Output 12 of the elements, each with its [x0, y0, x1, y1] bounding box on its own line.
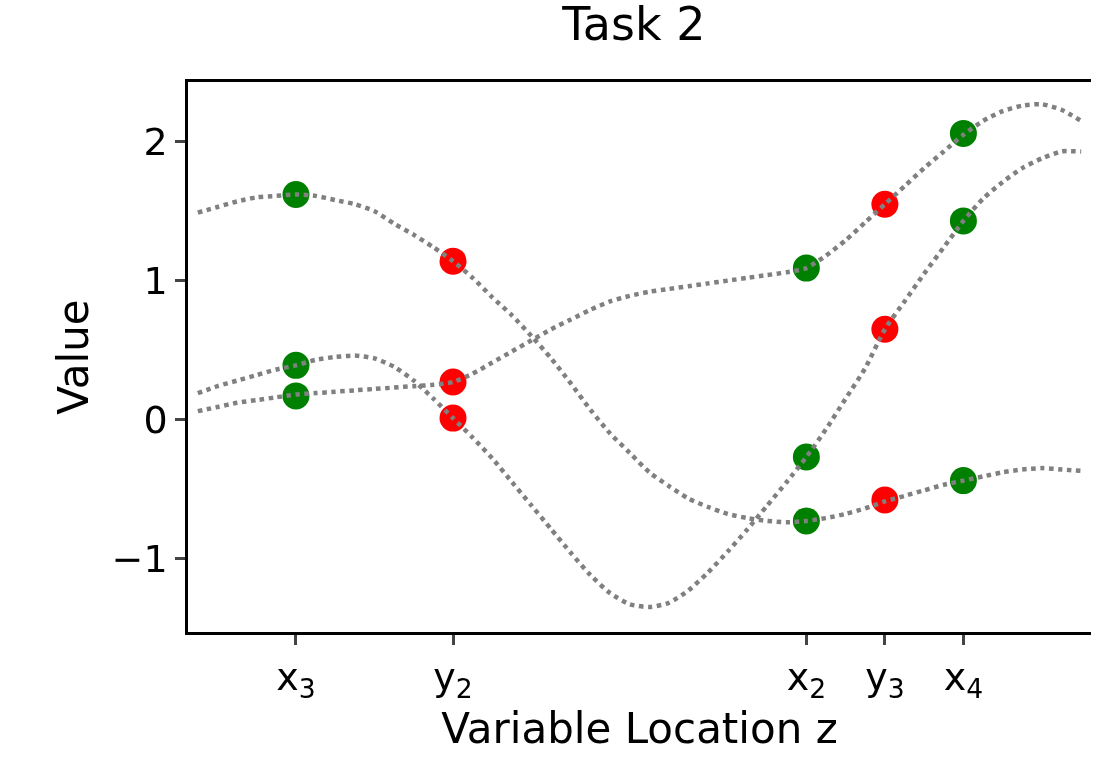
y-axis-title: Value: [49, 299, 99, 415]
x-tick-label: x$_{2}$: [786, 655, 827, 705]
x-tick-label: x$_{3}$: [276, 655, 316, 705]
y-tick-label: −1: [111, 536, 168, 581]
x-tick-label: x$_{4}$: [943, 655, 984, 705]
y-tick-label: 0: [143, 397, 168, 442]
chart-title: Task 2: [561, 0, 706, 51]
y-tick-label: 1: [143, 258, 168, 303]
x-tick-label: y$_{2}$: [433, 655, 473, 705]
x-tick-label: y$_{3}$: [865, 655, 905, 705]
x-axis-title: Variable Location z: [441, 704, 838, 754]
y-tick-label: 2: [143, 120, 168, 165]
